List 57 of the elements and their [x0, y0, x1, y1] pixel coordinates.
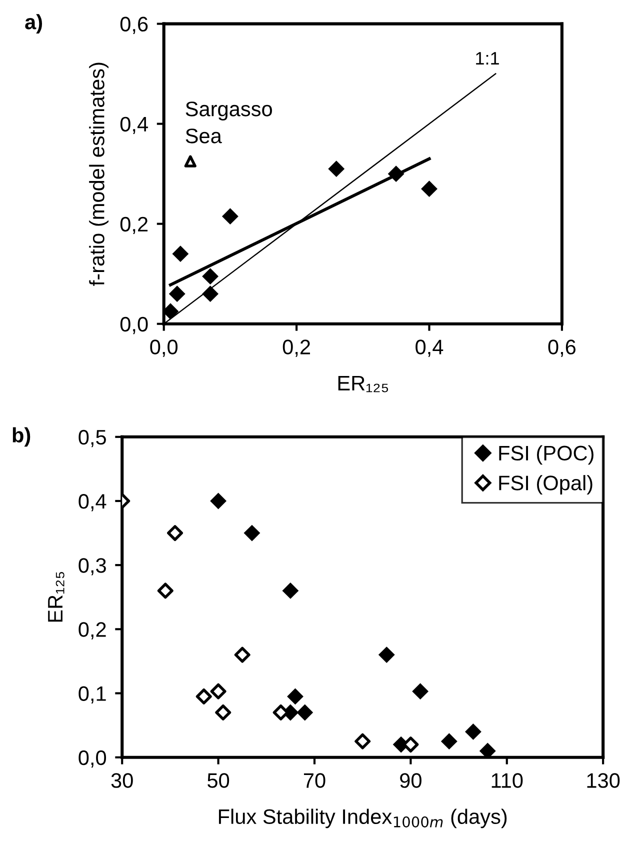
y-tick-label: 0,0 [120, 316, 148, 334]
point [421, 180, 438, 198]
point [210, 683, 226, 700]
y-axis-title: f-ratio (model estimates) [89, 62, 108, 286]
chart-title: b) [12, 427, 30, 447]
x-tick-label: 0,0 [150, 340, 178, 357]
legend-label: FSI (Opal) [499, 475, 592, 494]
point [202, 268, 219, 285]
point [282, 582, 299, 599]
x-tick-label: 90 [400, 773, 422, 788]
x-tick-label: 0,6 [548, 340, 576, 357]
point [388, 166, 404, 182]
x-tick-label: 0,4 [416, 340, 444, 357]
point [215, 704, 232, 720]
point [412, 683, 429, 700]
point [464, 723, 482, 740]
point [157, 582, 174, 599]
point [328, 160, 345, 178]
point [287, 688, 304, 705]
point [164, 303, 179, 320]
annotation: 1:1 [476, 52, 499, 65]
point [210, 492, 227, 510]
point [172, 246, 189, 262]
point [222, 208, 238, 225]
x-tick-label: 130 [587, 773, 620, 788]
y-axis-title: ER₁₂₅ [48, 572, 64, 622]
x-tick-label: 70 [304, 773, 326, 788]
point [354, 733, 371, 750]
x-axis-title: Flux Stability Index$_{1000m}$ (days) [218, 808, 507, 828]
x-tick-label: 0,2 [282, 340, 310, 357]
point [244, 524, 260, 542]
point [196, 688, 212, 704]
point [440, 733, 458, 750]
x-axis-title: ER₁₂₅ [338, 376, 388, 392]
y-tick-label: 0,1 [78, 686, 106, 704]
legend-label: FSI (POC) [499, 445, 594, 465]
y-tick-label: 0,2 [78, 622, 106, 640]
y-tick-label: 0,4 [120, 116, 148, 134]
chart-title: a) [25, 14, 42, 34]
annotation: Sargasso Sea [186, 102, 272, 144]
y-tick-label: 0,6 [120, 16, 148, 34]
point [168, 286, 186, 302]
y-tick-label: 0,2 [120, 216, 148, 234]
y-tick-label: 0,3 [78, 558, 106, 576]
y-tick-label: 0,4 [78, 494, 106, 512]
point [167, 525, 183, 542]
y-tick-label: 0,5 [78, 430, 106, 448]
y-tick-label: 0,0 [78, 750, 106, 768]
point [184, 155, 196, 168]
point [234, 646, 250, 663]
x-tick-label: 110 [492, 773, 523, 788]
point [378, 646, 395, 664]
point [296, 704, 314, 721]
point [479, 742, 496, 758]
point [202, 286, 219, 302]
x-tick-label: 30 [111, 773, 133, 788]
x-tick-label: 50 [208, 773, 230, 788]
